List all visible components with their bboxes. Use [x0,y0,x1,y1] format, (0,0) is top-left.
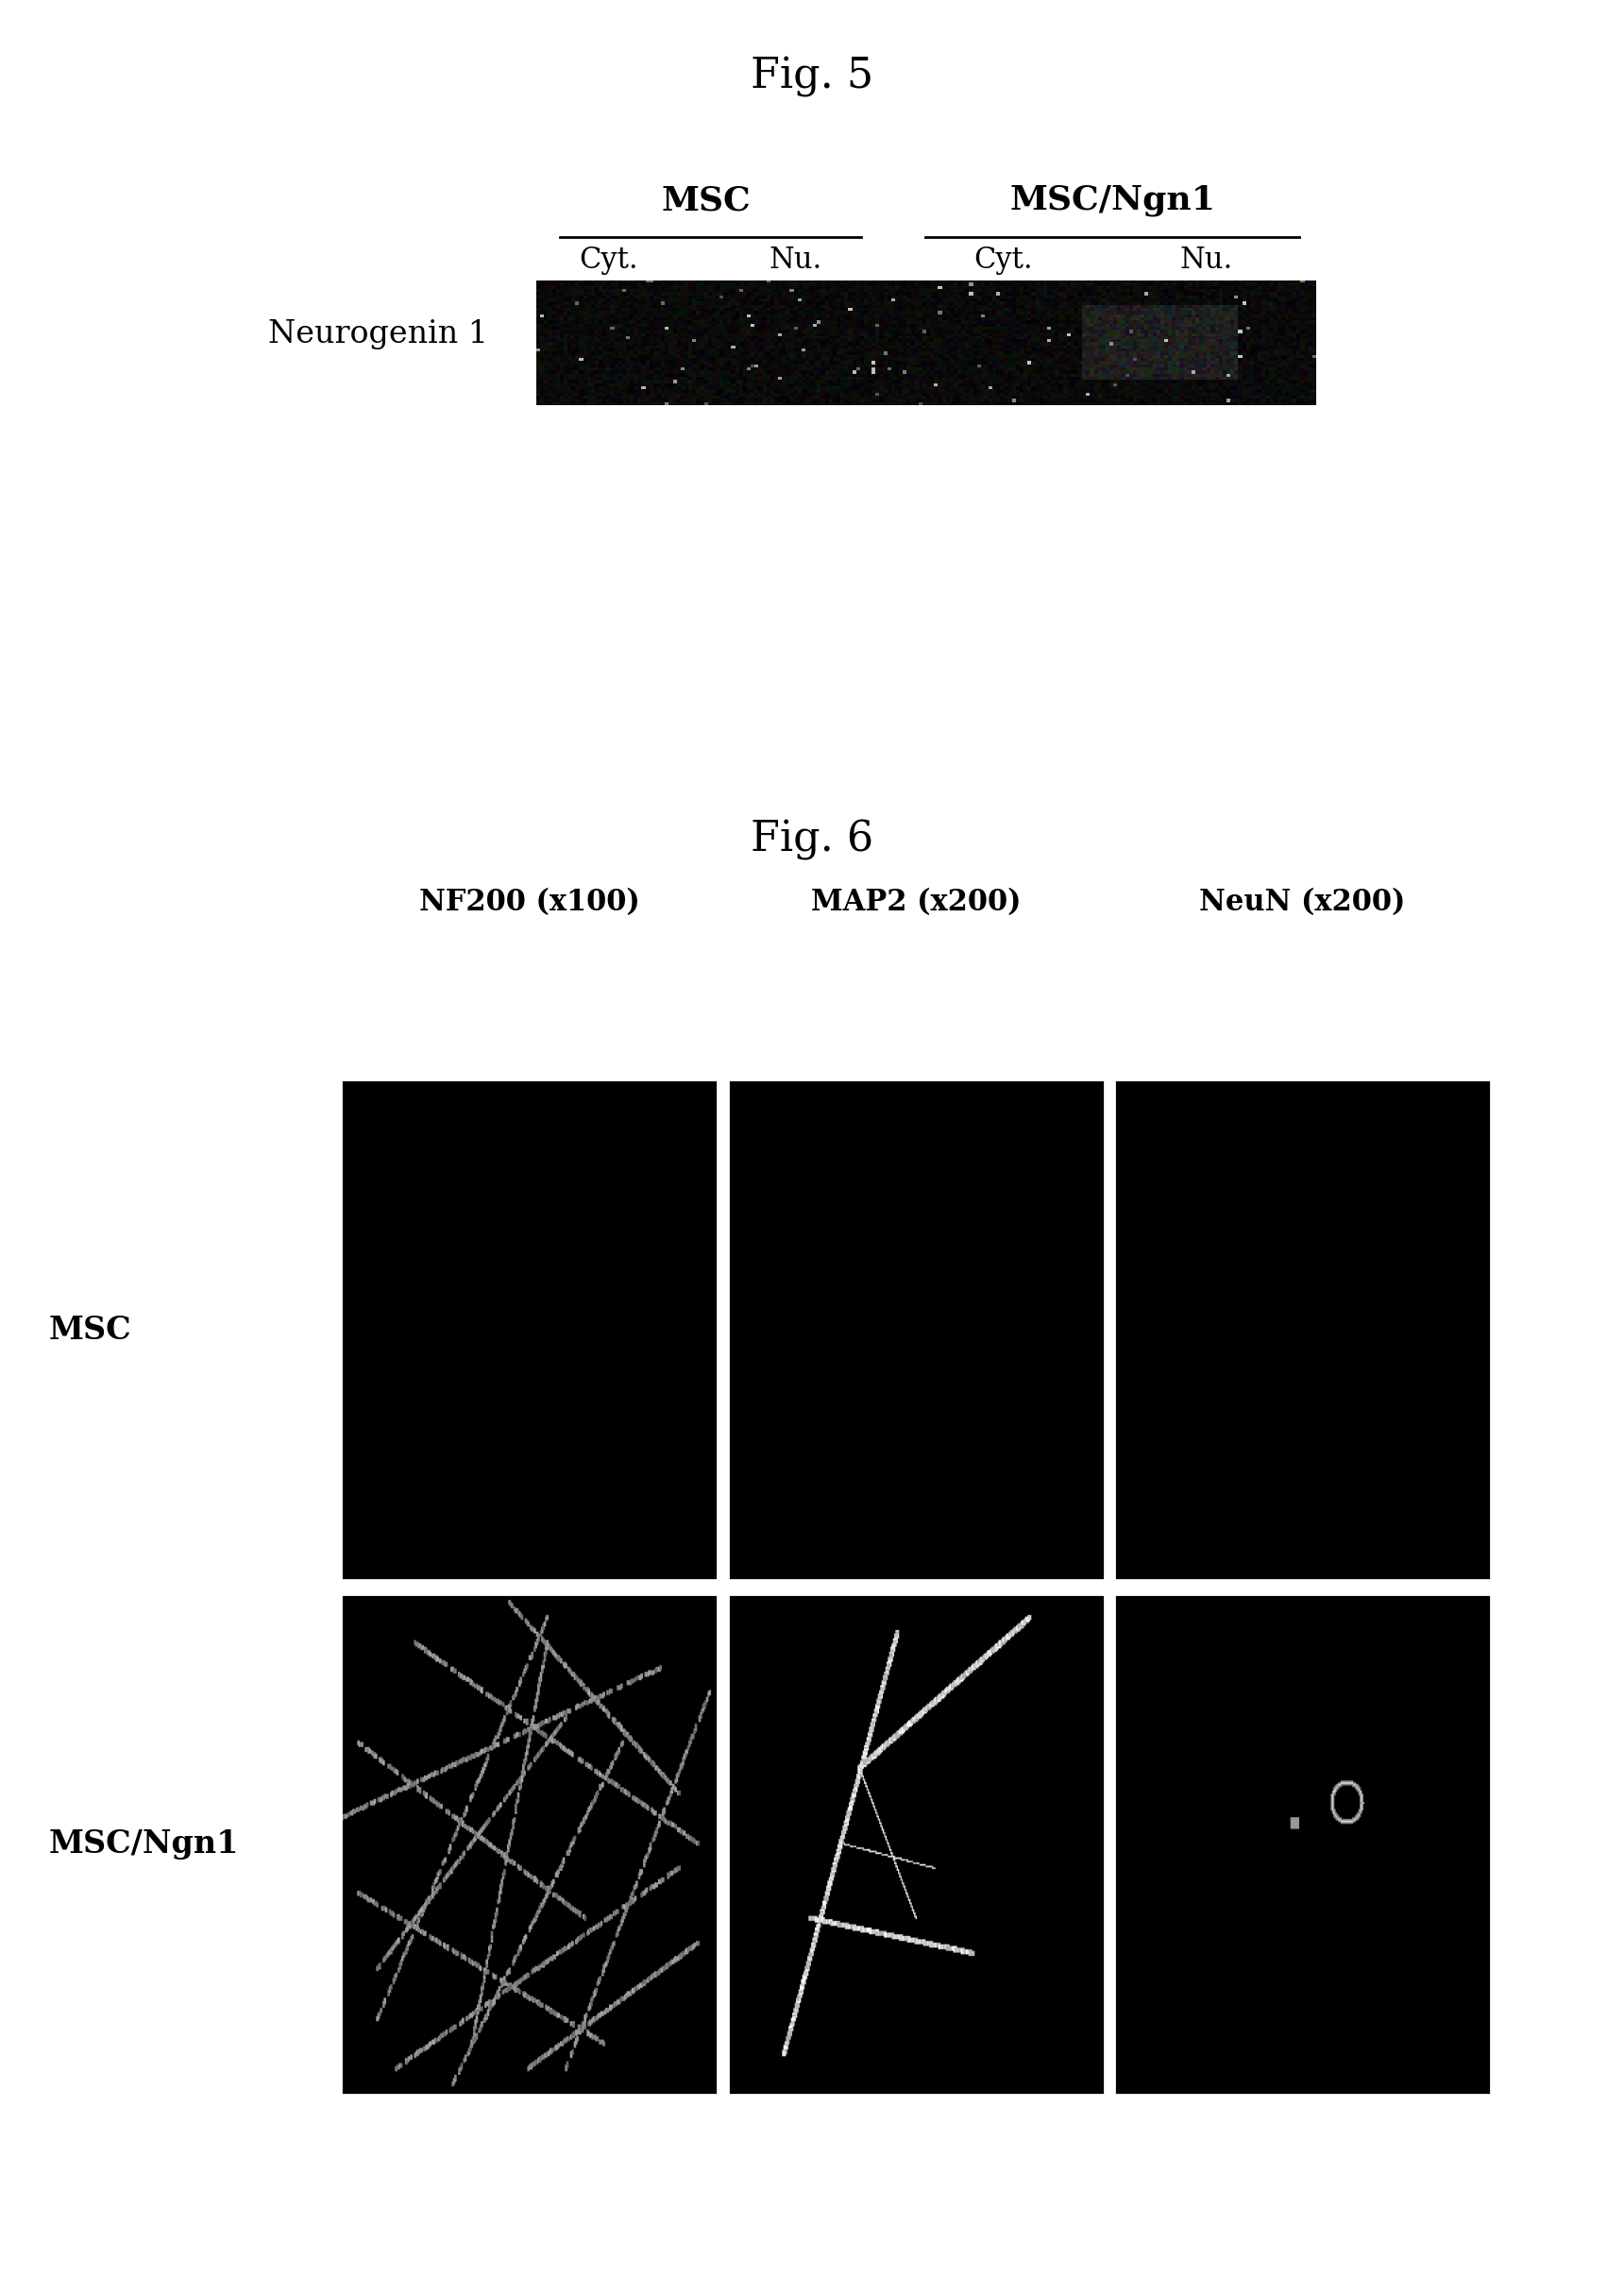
Text: Cyt.: Cyt. [580,246,638,276]
Text: MSC: MSC [661,184,752,216]
Text: Neurogenin 1: Neurogenin 1 [268,319,487,351]
Text: Cyt.: Cyt. [974,246,1033,276]
Text: NeuN (x200): NeuN (x200) [1200,888,1405,918]
Text: MSC/Ngn1: MSC/Ngn1 [1010,184,1215,216]
Text: Nu.: Nu. [770,246,822,276]
Text: Nu.: Nu. [1181,246,1233,276]
Text: NF200 (x100): NF200 (x100) [419,888,640,918]
Text: MSC/Ngn1: MSC/Ngn1 [49,1828,239,1860]
Text: Fig. 5: Fig. 5 [750,57,874,98]
Text: MAP2 (x200): MAP2 (x200) [810,888,1021,918]
Text: MSC: MSC [49,1314,132,1346]
Text: Fig. 6: Fig. 6 [750,820,874,861]
